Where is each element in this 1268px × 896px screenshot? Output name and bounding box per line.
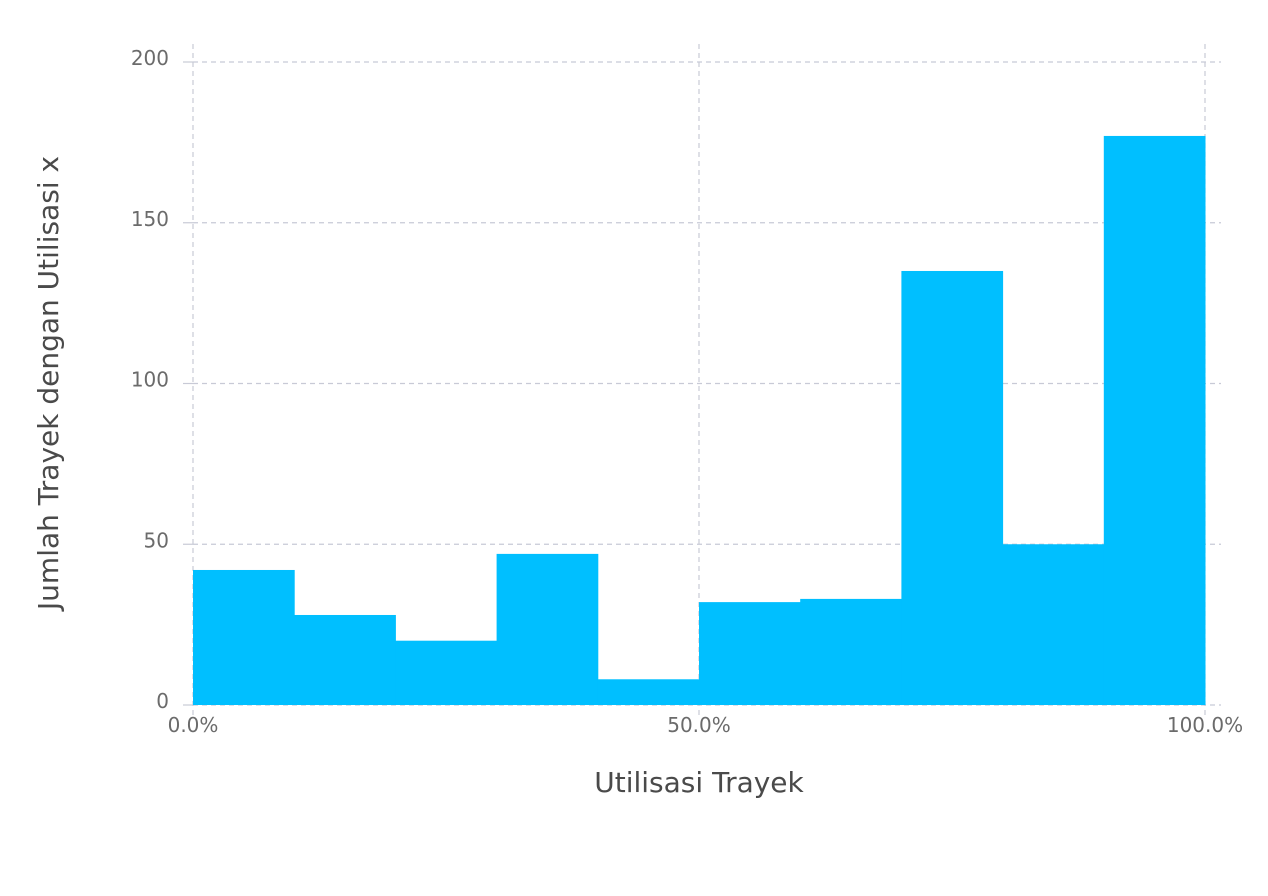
grid-lines (192, 44, 1221, 717)
x-tick-label: 0.0% (168, 713, 219, 737)
histogram-bar (699, 602, 801, 705)
histogram-bar (294, 614, 396, 705)
histogram-bar (496, 553, 599, 705)
y-tick-label: 100 (131, 368, 169, 392)
histogram-bar (800, 598, 902, 705)
histogram-bar (1103, 135, 1206, 705)
histogram-bar (395, 640, 498, 705)
y-tick-label: 200 (131, 46, 169, 70)
histogram-bar (1002, 544, 1105, 705)
histogram-bar (901, 270, 1004, 705)
x-tick-label: 50.0% (667, 713, 731, 737)
histogram-bar (193, 569, 295, 705)
axis-ticks: 0 50 100 150 200 0.0% 50.0% 100.0% (131, 46, 1243, 737)
x-axis-title: Utilisasi Trayek (594, 766, 804, 799)
y-tick-label: 150 (131, 207, 169, 231)
histogram-bars (193, 135, 1206, 705)
y-tick-label: 50 (144, 528, 169, 552)
x-tick-label: 100.0% (1167, 713, 1243, 737)
y-axis-title: Jumlah Trayek dengan Utilisasi x (32, 156, 65, 612)
histogram-bar (597, 679, 700, 705)
y-tick-label: 0 (156, 689, 169, 713)
